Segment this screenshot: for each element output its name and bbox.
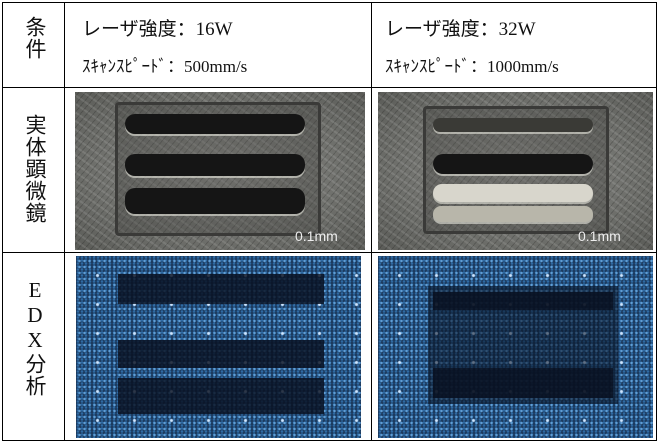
dark-region — [118, 274, 324, 304]
row-header: 条件 — [20, 16, 50, 60]
border — [2, 440, 657, 441]
border — [64, 2, 65, 441]
slot — [433, 154, 593, 174]
condition-text: ｽｷｬﾝｽﾋﾟｰﾄﾞ：1000mm/s — [385, 52, 559, 77]
condition-text: レーザ強度：16W — [82, 14, 233, 41]
border — [2, 252, 657, 253]
border — [2, 2, 3, 441]
dark-region — [118, 340, 324, 368]
border — [371, 2, 372, 441]
condition-text: ｽｷｬﾝｽﾋﾟｰﾄﾞ：500mm/s — [82, 52, 247, 77]
dark-region — [433, 292, 613, 310]
table: 条件 実体顕微鏡 EDX分析 レーザ強度：16W ｽｷｬﾝｽﾋﾟｰﾄﾞ：500m… — [0, 0, 659, 444]
slot — [433, 206, 593, 222]
scale-label: 0.1mm — [295, 228, 338, 244]
border — [656, 2, 657, 441]
scale-label: 0.1mm — [578, 228, 621, 244]
slot — [125, 114, 305, 134]
edx-map — [378, 256, 653, 438]
border — [2, 87, 657, 88]
row-header: 実体顕微鏡 — [20, 114, 50, 224]
microscope-photo: 0.1mm — [378, 92, 653, 250]
condition-text: レーザ強度：32W — [385, 14, 536, 41]
edx-map — [76, 256, 361, 438]
dark-region — [433, 368, 613, 398]
row-header: EDX分析 — [20, 278, 50, 397]
slot — [125, 188, 305, 214]
dark-region — [118, 378, 324, 414]
slot — [125, 154, 305, 176]
microscope-photo: 0.1mm — [75, 92, 365, 250]
border — [2, 2, 657, 3]
slot — [433, 184, 593, 202]
slot — [433, 118, 593, 132]
